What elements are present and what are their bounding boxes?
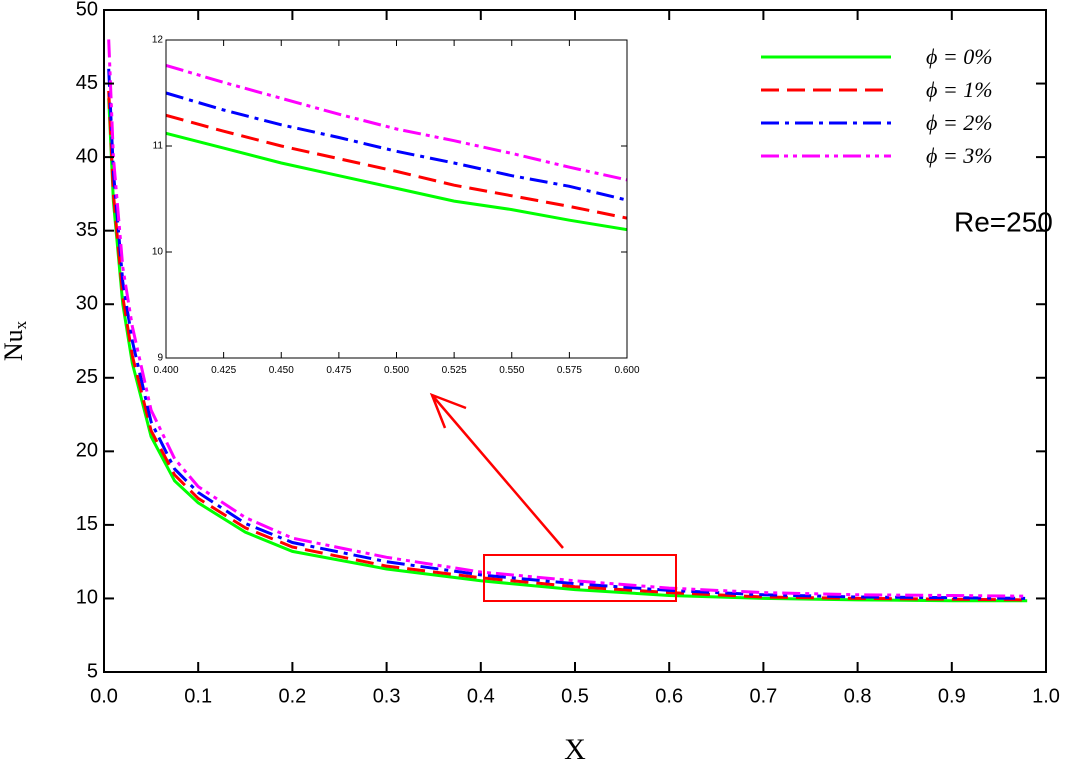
y-tick-label: 25	[76, 366, 98, 388]
x-tick-label: 0.575	[557, 365, 582, 376]
zoom-box	[483, 554, 677, 602]
x-tick-label: 1.0	[1032, 685, 1060, 707]
y-tick-label: 10	[152, 247, 164, 258]
x-tick-label: 0.4	[467, 685, 495, 707]
data-line	[107, 68, 1028, 600]
data-line	[107, 39, 1028, 598]
legend-label: ϕ = 2%	[926, 110, 993, 135]
inset-background	[166, 40, 627, 358]
y-axis-label-main: Nu	[0, 329, 28, 361]
data-line	[166, 113, 627, 220]
y-tick-label: 5	[87, 660, 98, 682]
data-line	[166, 63, 627, 182]
x-tick-label: 0.3	[373, 685, 401, 707]
data-line	[166, 131, 627, 232]
legend-label: ϕ = 3%	[926, 143, 993, 168]
x-tick-label: 0.6	[655, 685, 683, 707]
x-tick-label: 0.525	[442, 365, 467, 376]
x-tick-label: 0.2	[278, 685, 306, 707]
zoom-arrow-head	[429, 392, 467, 429]
x-tick-label: 0.600	[614, 365, 639, 376]
data-line	[107, 90, 1028, 602]
x-tick-label: 0.500	[384, 365, 409, 376]
x-tick-label: 0.550	[499, 365, 524, 376]
y-tick-label: 9	[157, 353, 163, 364]
annotation: Re=250	[954, 206, 1053, 237]
y-tick-label: 40	[76, 145, 98, 167]
x-tick-label: 0.1	[184, 685, 212, 707]
x-tick-label: 0.5	[561, 685, 589, 707]
y-tick-label: 35	[76, 219, 98, 241]
x-tick-label: 0.400	[153, 365, 178, 376]
y-tick-label: 12	[152, 35, 164, 46]
zoom-arrow	[431, 394, 564, 549]
x-tick-label: 0.0	[90, 685, 118, 707]
x-tick-label: 0.8	[844, 685, 872, 707]
y-tick-label: 10	[76, 587, 98, 609]
y-tick-label: 45	[76, 72, 98, 94]
data-line	[107, 98, 1028, 603]
y-axis-label: Nux	[0, 320, 30, 361]
x-tick-label: 0.7	[749, 685, 777, 707]
x-tick-label: 0.475	[326, 365, 351, 376]
y-tick-label: 15	[76, 513, 98, 535]
y-axis-label-subscript: x	[11, 320, 30, 329]
x-tick-label: 0.9	[938, 685, 966, 707]
y-tick-label: 20	[76, 440, 98, 462]
legend-label: ϕ = 0%	[926, 44, 993, 69]
data-line	[166, 91, 627, 202]
x-tick-label: 0.425	[211, 365, 236, 376]
legend-label: ϕ = 1%	[926, 77, 993, 102]
x-axis-label: X	[564, 733, 586, 766]
y-tick-label: 30	[76, 293, 98, 315]
y-tick-label: 50	[76, 0, 98, 20]
y-tick-label: 11	[153, 141, 164, 152]
x-tick-label: 0.450	[269, 365, 294, 376]
